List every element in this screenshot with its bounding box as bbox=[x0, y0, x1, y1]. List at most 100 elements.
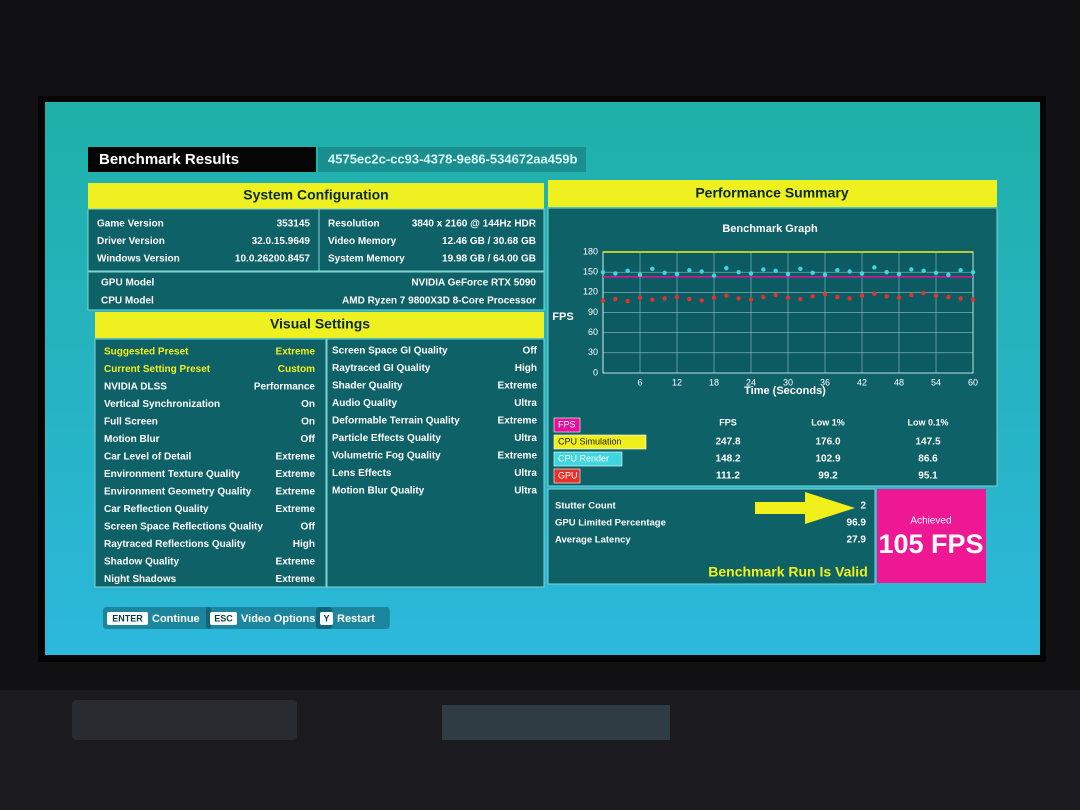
data-point bbox=[724, 265, 729, 271]
column-header: FPS bbox=[719, 417, 737, 427]
setting-value: Off bbox=[523, 346, 538, 357]
panel bbox=[87, 208, 545, 272]
setting-value: Custom bbox=[278, 364, 315, 375]
legend-label: FPS bbox=[558, 419, 576, 429]
stat-label: Average Latency bbox=[555, 535, 631, 546]
setting-label: Raytraced Reflections Quality bbox=[104, 539, 246, 550]
x-tick-label: 48 bbox=[894, 377, 904, 387]
stat-value: 96.9 bbox=[847, 518, 867, 529]
data-point bbox=[847, 296, 852, 301]
data-point bbox=[946, 272, 951, 278]
button-label: Restart bbox=[337, 613, 375, 625]
setting-label: Car Reflection Quality bbox=[104, 504, 209, 515]
data-point bbox=[946, 294, 951, 300]
summary-value: 95.1 bbox=[918, 471, 938, 482]
arrow bbox=[755, 492, 855, 524]
data-point bbox=[921, 268, 926, 274]
stat-label: Stutter Count bbox=[555, 501, 617, 512]
data-point bbox=[909, 292, 914, 298]
x-tick-label: 18 bbox=[709, 377, 719, 387]
data-point bbox=[724, 293, 729, 298]
setting-label: Lens Effects bbox=[332, 468, 392, 479]
button-label: Continue bbox=[152, 613, 200, 625]
button[interactable] bbox=[206, 607, 333, 629]
setting-value: Extreme bbox=[276, 504, 316, 515]
setting-label: Environment Texture Quality bbox=[104, 469, 240, 480]
x-tick-label: 60 bbox=[968, 377, 978, 387]
key-label: ESC bbox=[214, 613, 233, 623]
data-point bbox=[958, 296, 963, 301]
data-point bbox=[896, 295, 902, 300]
run-id: 4575ec2c-cc93-4378-9e86-534672aa459b bbox=[328, 151, 577, 166]
setting-value: Extreme bbox=[498, 416, 538, 427]
x-tick-label: 54 bbox=[931, 377, 941, 387]
data-point bbox=[835, 267, 840, 273]
y-tick-label: 150 bbox=[583, 267, 598, 277]
summary-value: 176.0 bbox=[815, 437, 840, 448]
data-point bbox=[748, 271, 754, 276]
x-axis-label: Time (Seconds) bbox=[744, 385, 826, 397]
button[interactable] bbox=[316, 607, 390, 629]
data-point bbox=[687, 267, 692, 273]
key-cap bbox=[320, 612, 333, 625]
setting-label: Motion Blur bbox=[104, 434, 160, 445]
y-tick-label: 180 bbox=[583, 246, 598, 256]
panel-title: System Configuration bbox=[243, 187, 388, 203]
setting-value: High bbox=[515, 363, 537, 374]
title-box bbox=[88, 147, 316, 172]
setting-value: Ultra bbox=[514, 433, 537, 444]
data-point bbox=[761, 267, 766, 272]
data-point bbox=[970, 297, 976, 302]
config-label: Resolution bbox=[328, 219, 380, 230]
data-point bbox=[884, 269, 889, 275]
data-point bbox=[872, 291, 877, 296]
monitor-stand bbox=[442, 705, 670, 740]
key-label: ENTER bbox=[112, 613, 143, 623]
legend-swatch bbox=[553, 451, 623, 467]
data-point bbox=[613, 296, 618, 302]
achieved-box bbox=[877, 489, 986, 583]
setting-value: On bbox=[301, 417, 315, 428]
data-point bbox=[650, 266, 655, 272]
data-point bbox=[699, 298, 704, 303]
key-cap bbox=[107, 612, 148, 625]
setting-label: Environment Geometry Quality bbox=[104, 487, 252, 498]
page-title: Benchmark Results bbox=[99, 151, 239, 168]
y-tick-label: 30 bbox=[588, 347, 598, 357]
hardware-label: CPU Model bbox=[101, 296, 154, 307]
x-tick-label: 24 bbox=[746, 377, 756, 387]
setting-label: Deformable Terrain Quality bbox=[332, 416, 460, 427]
stat-label: GPU Limited Percentage bbox=[555, 518, 666, 529]
y-tick-label: 0 bbox=[593, 367, 598, 377]
legend-swatch bbox=[553, 417, 581, 433]
data-point bbox=[674, 271, 680, 277]
config-label: Driver Version bbox=[97, 236, 165, 247]
data-point bbox=[773, 268, 778, 274]
achieved-value: 105 FPS bbox=[878, 529, 983, 559]
summary-value: 147.5 bbox=[915, 437, 940, 448]
data-point bbox=[798, 266, 803, 272]
column-header: Low 0.1% bbox=[907, 417, 948, 427]
column-header: Low 1% bbox=[811, 417, 845, 427]
achieved-label: Achieved bbox=[910, 516, 951, 527]
summary-value: 111.2 bbox=[716, 471, 740, 482]
data-point bbox=[625, 298, 630, 304]
setting-label: Car Level of Detail bbox=[104, 452, 191, 463]
data-point bbox=[785, 295, 791, 300]
y-tick-label: 90 bbox=[588, 307, 598, 317]
config-value: 32.0.15.9649 bbox=[252, 236, 311, 247]
legend-swatch bbox=[553, 468, 581, 484]
summary-value: 247.8 bbox=[715, 437, 740, 448]
data-point bbox=[711, 273, 717, 278]
data-point bbox=[736, 269, 741, 275]
run-id-box bbox=[318, 147, 586, 172]
setting-label: Night Shadows bbox=[104, 574, 177, 585]
setting-value: High bbox=[293, 539, 315, 550]
legend-label: CPU Render bbox=[558, 453, 609, 463]
data-point bbox=[958, 267, 963, 273]
chart-title: Benchmark Graph bbox=[722, 223, 818, 235]
data-point bbox=[835, 294, 840, 300]
setting-label: Vertical Synchronization bbox=[104, 399, 220, 410]
setting-label: Shader Quality bbox=[332, 381, 403, 392]
setting-value: Extreme bbox=[276, 574, 316, 585]
